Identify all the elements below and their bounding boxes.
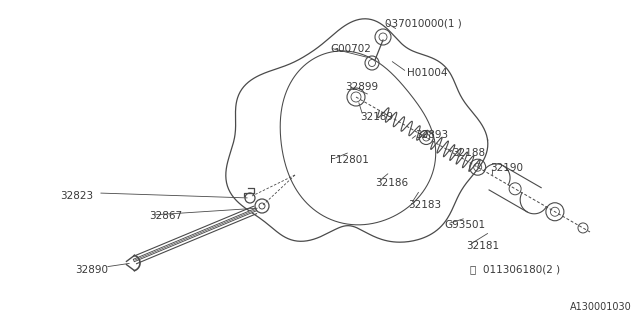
Text: 32190: 32190 [490, 163, 523, 173]
Text: 32893: 32893 [415, 130, 448, 140]
Text: H01004: H01004 [407, 68, 447, 78]
Text: 011306180(2 ): 011306180(2 ) [483, 264, 560, 274]
Text: G00702: G00702 [330, 44, 371, 54]
Text: A130001030: A130001030 [570, 302, 632, 312]
Text: 32183: 32183 [408, 200, 441, 210]
Text: 32899: 32899 [345, 82, 378, 92]
Text: 32890: 32890 [75, 265, 108, 275]
Text: Ⓑ: Ⓑ [470, 264, 476, 274]
Text: F12801: F12801 [330, 155, 369, 165]
Text: 32823: 32823 [60, 191, 93, 201]
Text: 32189: 32189 [360, 112, 393, 122]
Text: G93501: G93501 [444, 220, 485, 230]
Text: 32188: 32188 [452, 148, 485, 158]
Text: 037010000(1 ): 037010000(1 ) [385, 18, 461, 28]
Text: 32186: 32186 [375, 178, 408, 188]
Text: 32181: 32181 [466, 241, 499, 251]
Text: 32867: 32867 [149, 211, 182, 221]
